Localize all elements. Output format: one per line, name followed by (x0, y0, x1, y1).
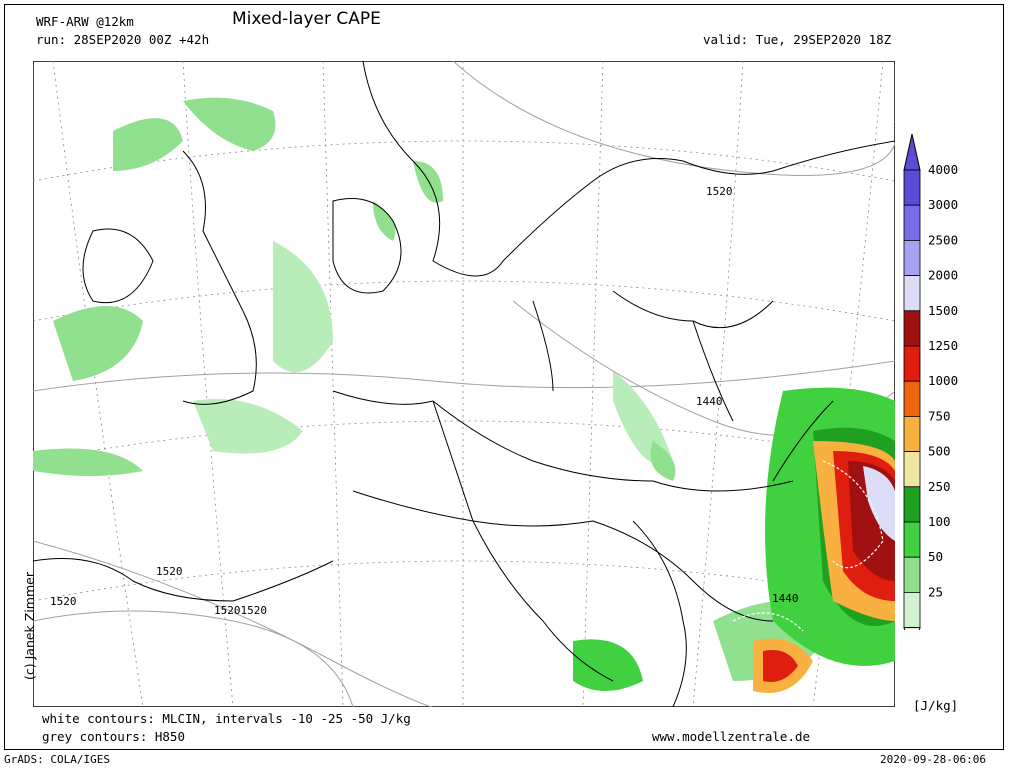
colorbar-box (903, 345, 921, 382)
copyright-label: (c) Janek Zimmer (22, 572, 37, 680)
coastlines (33, 61, 895, 707)
colorbar: 4000 3000 2500 2000 1500 1250 1000 750 500 250 100… (903, 133, 958, 630)
colorbar-box (903, 275, 921, 312)
run-label: run: 28SEP2020 00Z +42h (36, 32, 210, 47)
footer-white-contours: white contours: MLCIN, intervals -10 -25… (42, 711, 411, 726)
colorbar-box (903, 380, 921, 417)
map-title: Mixed-layer CAPE (232, 9, 381, 29)
valid-label: valid: Tue, 29SEP2020 18Z (703, 32, 892, 47)
colorbar-tick-label: 4000 (928, 162, 958, 177)
colorbar-box (903, 591, 921, 628)
h850-label: 1520 (706, 185, 733, 198)
colorbar-tick-label: 3000 (928, 197, 958, 212)
contour-labels: 1520 1440 1520 1520 15201520 1440 (50, 185, 799, 617)
outer-frame (4, 4, 1004, 750)
colorbar-box (903, 415, 921, 452)
colorbar-bottom-arrow (903, 627, 921, 630)
colorbar-box (903, 521, 921, 558)
cape-map: 1520 1440 1520 1520 15201520 1440 (33, 61, 895, 707)
h850-label: 1440 (696, 395, 723, 408)
colorbar-tick-label: 50 (928, 549, 943, 564)
h850-label: 1520 (50, 595, 77, 608)
colorbar-box (903, 486, 921, 523)
colorbar-tick-label: 750 (928, 408, 951, 423)
colorbar-box (903, 169, 921, 206)
footer-website[interactable]: www.modellzentrale.de (652, 729, 811, 744)
colorbar-tick-label: 25 (928, 584, 943, 599)
model-label: WRF-ARW @12km (36, 14, 134, 29)
colorbar-tick-label: 1000 (928, 373, 958, 388)
footer-software: GrADS: COLA/IGES (4, 753, 110, 766)
colorbar-tick-label: 2000 (928, 268, 958, 283)
colorbar-tick-label: 2500 (928, 232, 958, 247)
h850-label: 1440 (772, 592, 799, 605)
mlcin-contours (732, 460, 884, 632)
colorbar-box (903, 556, 921, 593)
h850-label: 15201520 (214, 604, 267, 617)
colorbar-box (903, 310, 921, 347)
graticule (33, 61, 895, 707)
colorbar-unit: [J/kg] (913, 698, 959, 713)
colorbar-tick-label: 1250 (928, 338, 958, 353)
colorbar-tick-label: 1500 (928, 303, 958, 318)
colorbar-tick-label: 100 (928, 514, 951, 529)
colorbar-box (903, 204, 921, 241)
colorbar-box (903, 451, 921, 488)
colorbar-tick-label: 250 (928, 479, 951, 494)
cape-shading (33, 97, 895, 693)
colorbar-top-arrow (903, 133, 921, 171)
colorbar-box (903, 240, 921, 277)
h850-label: 1520 (156, 565, 183, 578)
footer-timestamp: 2020-09-28-06:06 (880, 753, 986, 766)
footer-grey-contours: grey contours: H850 (42, 729, 185, 744)
colorbar-tick-label: 500 (928, 444, 951, 459)
